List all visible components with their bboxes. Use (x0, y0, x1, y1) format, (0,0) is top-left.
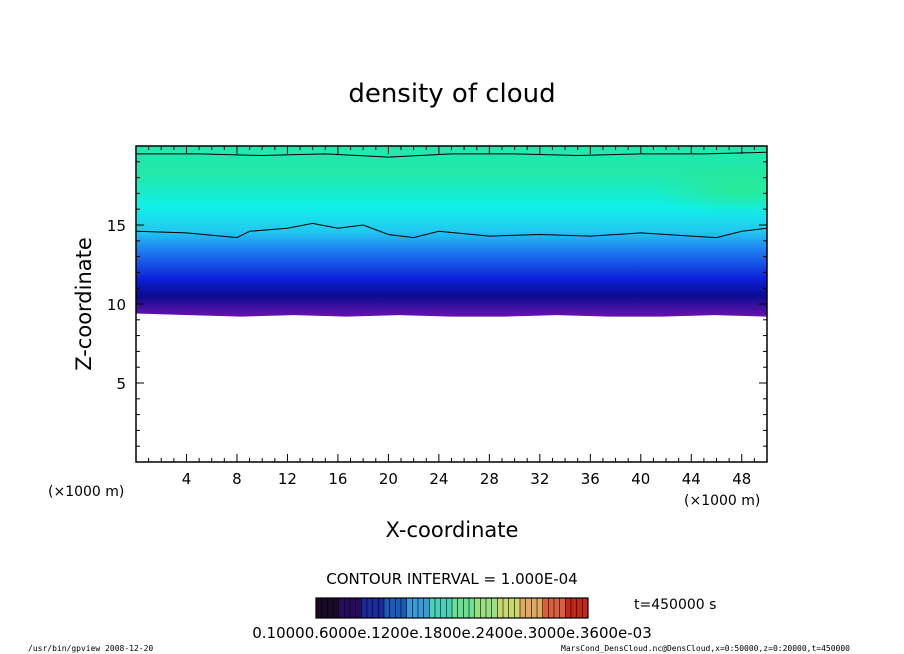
colorbar-segment (401, 598, 408, 618)
colorbar-segment (520, 598, 527, 618)
contour-line-middle (135, 222, 768, 239)
colorbar-segment (508, 598, 515, 618)
x-tick-label: 12 (278, 470, 297, 488)
colorbar-segment (350, 598, 357, 618)
colorbar-segment (531, 598, 538, 618)
colorbar-segment (446, 598, 453, 618)
colorbar-segment (406, 598, 413, 618)
x-tick-label: 48 (732, 470, 751, 488)
colorbar-segment (582, 598, 589, 618)
colorbar-segment (503, 598, 510, 618)
x-axis-title: X-coordinate (386, 518, 519, 542)
colorbar-segment (372, 598, 379, 618)
colorbar-tick-labels: 0.10000.6000e.1200e.1800e.2400e.3000e.36… (252, 624, 652, 642)
colorbar-segment (378, 598, 385, 618)
colorbar-segment (327, 598, 334, 618)
x-tick-label: 28 (480, 470, 499, 488)
y-axis-title: Z-coordinate (72, 237, 96, 371)
colorbar-segment (463, 598, 470, 618)
colorbar-frame (315, 597, 589, 619)
y-unit-label: (×1000 m) (48, 484, 124, 500)
x-tick-label: 8 (232, 470, 242, 488)
y-tick-label: 10 (107, 296, 126, 314)
density-maximum-region (514, 153, 767, 225)
colorbar-segment (321, 598, 328, 618)
x-tick-label: 36 (581, 470, 600, 488)
colorbar-segment (542, 598, 549, 618)
colorbar-segment (525, 598, 532, 618)
colorbar-segment (429, 598, 436, 618)
colorbar-segment (576, 598, 583, 618)
x-tick-label: 20 (379, 470, 398, 488)
x-tick-label: 40 (631, 470, 650, 488)
colorbar-segment (440, 598, 447, 618)
colorbar-segment (418, 598, 425, 618)
chart-title: density of cloud (348, 79, 555, 109)
colorbar-segment (412, 598, 419, 618)
colorbar-segment (338, 598, 345, 618)
colorbar-segment (559, 598, 566, 618)
contour-lines (135, 151, 768, 239)
colorbar-segment (344, 598, 351, 618)
contour-line-upper (136, 151, 768, 158)
x-tick-label: 32 (530, 470, 549, 488)
y-tick-label: 15 (107, 217, 126, 235)
x-tick-label: 44 (682, 470, 701, 488)
colorbar-segment (469, 598, 476, 618)
colorbar-segment (491, 598, 498, 618)
colorbar (315, 597, 589, 619)
colorbar-segment (435, 598, 442, 618)
time-label: t=450000 s (634, 597, 716, 613)
x-tick-label: 4 (182, 470, 192, 488)
colorbar-segment (537, 598, 544, 618)
colorbar-segment (333, 598, 340, 618)
x-unit-label: (×1000 m) (684, 493, 760, 509)
colorbar-segment (367, 598, 374, 618)
colorbar-segment (474, 598, 481, 618)
colorbar-segment (384, 598, 391, 618)
colorbar-segment (452, 598, 459, 618)
colorbar-segment (480, 598, 487, 618)
y-tick-label: 5 (116, 375, 126, 393)
colorbar-segment (514, 598, 521, 618)
colorbar-segment (457, 598, 464, 618)
colorbar-segment (316, 598, 323, 618)
colorbar-segment (571, 598, 578, 618)
x-tick-label: 16 (328, 470, 347, 488)
colorbar-segment (486, 598, 493, 618)
colorbar-segment (554, 598, 561, 618)
colorbar-segment (389, 598, 396, 618)
colorbar-segment (395, 598, 402, 618)
colorbar-segment (423, 598, 430, 618)
colorbar-segment (548, 598, 555, 618)
footer-source: MarsCond_DensCloud.nc@DensCloud,x=0:5000… (561, 644, 850, 653)
colorbar-segment (355, 598, 362, 618)
colorbar-segment (565, 598, 572, 618)
footer-command: /usr/bin/gpview 2008-12-20 (28, 644, 153, 653)
colorbar-segment (497, 598, 504, 618)
cloud-density-field (136, 146, 767, 317)
contour-interval-label: CONTOUR INTERVAL = 1.000E-04 (326, 570, 577, 588)
x-tick-label: 24 (429, 470, 448, 488)
colorbar-segment (361, 598, 368, 618)
